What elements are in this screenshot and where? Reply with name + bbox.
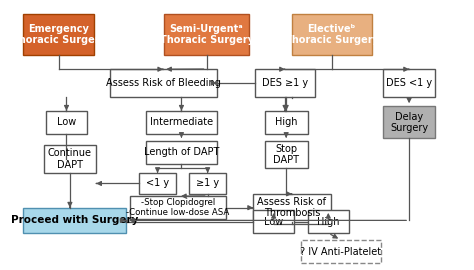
Text: Length of DAPT: Length of DAPT [144,147,219,157]
FancyBboxPatch shape [110,69,217,97]
Text: ≥1 y: ≥1 y [196,178,219,188]
FancyBboxPatch shape [44,145,96,173]
FancyBboxPatch shape [164,14,249,55]
Text: High: High [275,117,297,127]
FancyBboxPatch shape [190,173,226,194]
FancyBboxPatch shape [146,141,217,164]
Text: Intermediate: Intermediate [150,117,213,127]
FancyBboxPatch shape [46,111,87,134]
FancyBboxPatch shape [301,240,381,263]
Text: -Stop Clopidogrel
-Continue low-dose ASA: -Stop Clopidogrel -Continue low-dose ASA [127,198,230,217]
FancyBboxPatch shape [253,210,294,233]
FancyBboxPatch shape [23,14,94,55]
Text: Proceed with Surgery: Proceed with Surgery [11,215,138,225]
Text: Low: Low [264,217,283,227]
FancyBboxPatch shape [383,69,435,97]
Text: Delay
Surgery: Delay Surgery [390,112,428,133]
Text: Electiveᵇ
Thoracic Surgery: Electiveᵇ Thoracic Surgery [285,24,379,45]
Text: DES ≥1 y: DES ≥1 y [262,78,308,88]
Text: Low: Low [57,117,76,127]
Text: Assess Risk of Bleeding: Assess Risk of Bleeding [106,78,221,88]
Text: Semi-Urgentᵃ
Thoracic Surgery: Semi-Urgentᵃ Thoracic Surgery [160,24,254,45]
Text: <1 y: <1 y [146,178,169,188]
Text: ? IV Anti-Platelet: ? IV Anti-Platelet [300,247,382,256]
FancyBboxPatch shape [253,194,330,222]
Text: Assess Risk of
Thrombosis: Assess Risk of Thrombosis [257,197,327,218]
FancyBboxPatch shape [139,173,176,194]
FancyBboxPatch shape [23,208,126,233]
FancyBboxPatch shape [255,69,315,97]
FancyBboxPatch shape [264,141,308,168]
FancyBboxPatch shape [146,111,217,134]
Text: Continue
DAPT: Continue DAPT [48,148,92,170]
FancyBboxPatch shape [292,14,372,55]
FancyBboxPatch shape [130,196,226,219]
Text: Stop
DAPT: Stop DAPT [273,144,299,166]
FancyBboxPatch shape [264,111,308,134]
Text: DES <1 y: DES <1 y [386,78,432,88]
Text: Emergency
Thoracic Surgery: Emergency Thoracic Surgery [11,24,106,45]
FancyBboxPatch shape [383,106,435,139]
FancyBboxPatch shape [308,210,349,233]
Text: High: High [317,217,339,227]
